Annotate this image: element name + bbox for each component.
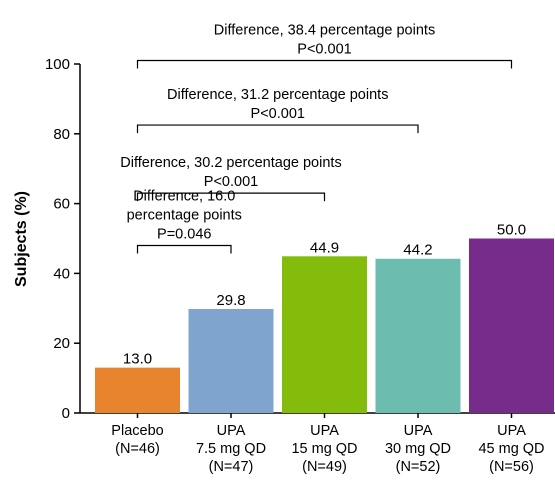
significance-bracket bbox=[136, 59, 513, 69]
data-label: 44.2 bbox=[403, 242, 432, 259]
x-tick-label: (N=52) bbox=[396, 459, 441, 475]
annotation-text: Difference, 38.4 percentage points bbox=[214, 23, 435, 39]
significance-bracket bbox=[136, 192, 326, 202]
x-tick-label: UPA bbox=[497, 423, 526, 439]
y-tick-label: 80 bbox=[53, 126, 70, 143]
data-label: 44.9 bbox=[310, 239, 339, 256]
bars bbox=[95, 238, 554, 413]
annotation-text: P<0.001 bbox=[204, 174, 258, 190]
x-tick-label: Placebo bbox=[111, 423, 163, 439]
data-label: 29.8 bbox=[216, 292, 245, 309]
comparison-annotations: Difference, 16.0 percentage points P=0.046… bbox=[120, 23, 513, 254]
x-tick-label: UPA bbox=[217, 423, 246, 439]
data-label: 50.0 bbox=[497, 222, 526, 239]
bar bbox=[282, 256, 367, 413]
bar bbox=[375, 258, 461, 413]
y-tick-label: 20 bbox=[53, 335, 70, 352]
y-tick-label: 0 bbox=[62, 405, 70, 422]
bar bbox=[188, 308, 274, 413]
x-tick-label: UPA bbox=[310, 423, 339, 439]
x-tick-label: (N=56) bbox=[489, 459, 534, 475]
data-label: 13.0 bbox=[123, 351, 152, 368]
y-axis-title: Subjects (%) bbox=[13, 191, 30, 287]
annotation-text: percentage points bbox=[127, 207, 242, 223]
annotation-text: P<0.001 bbox=[251, 106, 305, 122]
x-tick-label: 15 mg QD bbox=[291, 441, 357, 457]
value-labels: 13.0 29.8 44.9 44.2 50.0 bbox=[123, 222, 526, 368]
x-tick-label: 45 mg QD bbox=[478, 441, 544, 457]
x-tick-label: (N=49) bbox=[302, 459, 347, 475]
significance-bracket bbox=[136, 124, 419, 134]
annotation-text: Difference, 16.0 bbox=[133, 188, 235, 204]
x-tick-label: UPA bbox=[404, 423, 433, 439]
annotation-text: Difference, 31.2 percentage points bbox=[167, 87, 388, 103]
bar bbox=[95, 367, 180, 413]
annotation-text: P=0.046 bbox=[157, 226, 211, 242]
annotation-text: Difference, 30.2 percentage points bbox=[120, 155, 341, 171]
significance-bracket bbox=[136, 244, 232, 254]
y-tick-label: 100 bbox=[45, 56, 70, 73]
x-tick-label: 30 mg QD bbox=[385, 441, 451, 457]
annotation-text: P<0.001 bbox=[297, 42, 351, 58]
x-tick-label: (N=47) bbox=[209, 459, 254, 475]
y-tick-label: 40 bbox=[53, 265, 70, 282]
y-tick-label: 60 bbox=[53, 196, 70, 213]
bar bbox=[469, 238, 554, 413]
x-tick-label: (N=46) bbox=[115, 441, 160, 457]
category-labels: Placebo (N=46) UPA 7.5 mg QD (N=47) UPA 15 mg … bbox=[111, 413, 545, 475]
x-tick-label: 7.5 mg QD bbox=[196, 441, 266, 457]
